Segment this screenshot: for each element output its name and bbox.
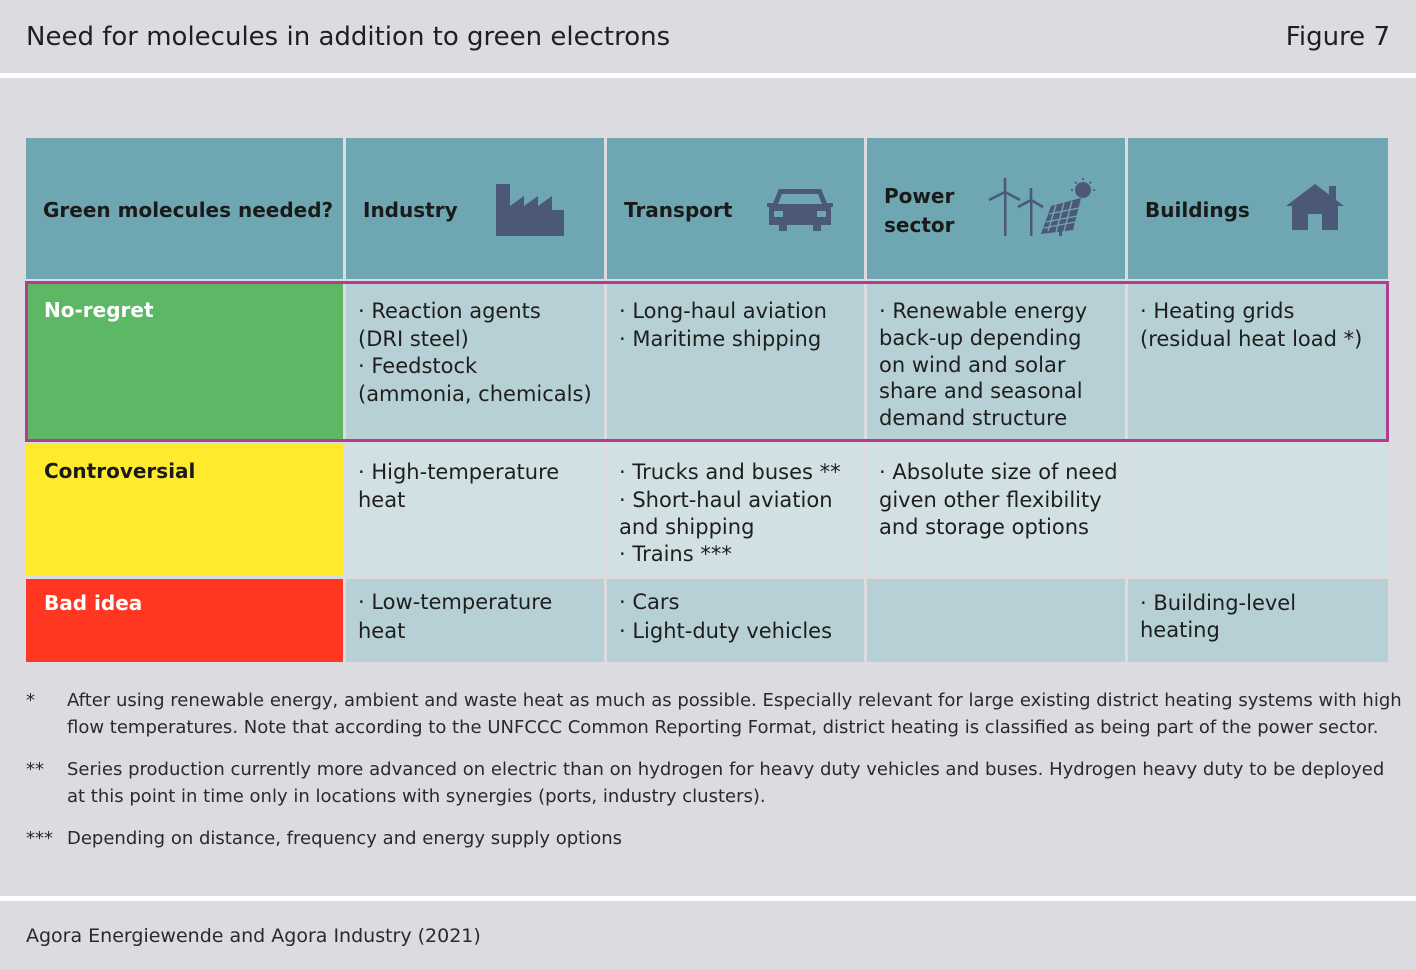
cell-no-regret-industry: · Reaction agents (DRI steel) · Feedstoc… — [346, 282, 604, 441]
cell-no-regret-power: · Renewable energy back-up depending on … — [867, 282, 1125, 441]
cell-bad-idea-buildings: · Building-level heating — [1128, 579, 1388, 662]
footnote-mark: *** — [26, 828, 53, 849]
cell-no-regret-buildings: · Heating grids (residual heat load *) — [1128, 282, 1388, 441]
cell-no-regret-transport: · Long-haul aviation · Maritime shipping — [607, 282, 864, 441]
cell-controversial-power: · Absolute size of need given other flex… — [867, 443, 1125, 576]
bullet-list: · Cars · Light-duty vehicles — [619, 590, 833, 643]
car-icon — [767, 189, 833, 231]
cell-controversial-industry: · High-temperature heat — [346, 443, 604, 576]
corner-label: Green molecules needed? — [43, 198, 334, 222]
title-bar: Need for molecules in addition to green … — [0, 0, 1416, 74]
header-power-cell: Power sector — [867, 138, 1125, 279]
footnote-mark: * — [26, 690, 35, 711]
cell-controversial-buildings — [1128, 443, 1388, 576]
footnote-2: ** Series production currently more adva… — [26, 757, 1406, 810]
molecule-need-table: Green molecules needed? Industry Transpo… — [26, 138, 1388, 662]
source-credit: Agora Energiewende and Agora Industry (2… — [26, 925, 481, 947]
column-label-transport: Transport — [624, 198, 733, 222]
column-label-buildings: Buildings — [1145, 198, 1250, 222]
row-label-cell-no-regret: No-regret — [26, 282, 343, 441]
bullet-list: · High-temperature heat — [358, 460, 560, 512]
row-label-cell-bad-idea: Bad idea — [26, 579, 343, 662]
header-transport-cell: Transport — [607, 138, 864, 279]
footnotes: * After using renewable energy, ambient … — [26, 688, 1406, 869]
row-label-bad-idea: Bad idea — [44, 591, 143, 615]
bullet-list: · Renewable energy back-up depending on … — [879, 299, 1088, 431]
page-title: Need for molecules in addition to green … — [26, 22, 671, 52]
wind-solar-icon — [988, 178, 1095, 236]
cell-bad-idea-power — [867, 579, 1125, 662]
cell-bad-idea-industry: · Low-temperature heat — [346, 579, 604, 662]
column-label-power: Power sector — [884, 184, 955, 237]
header-buildings-cell: Buildings — [1128, 138, 1388, 279]
footnote-text: Depending on distance, frequency and ene… — [67, 828, 623, 849]
header-corner-cell: Green molecules needed? — [26, 138, 343, 279]
footnote-mark: ** — [26, 759, 44, 780]
footnote-text: After using renewable energy, ambient an… — [67, 690, 1402, 738]
row-label-no-regret: No-regret — [44, 298, 154, 322]
bullet-list: · Trucks and buses ** · Short-haul aviat… — [619, 460, 841, 566]
footnote-text: Series production currently more advance… — [67, 759, 1385, 807]
bullet-list: · Absolute size of need given other flex… — [879, 460, 1118, 539]
footnote-1: * After using renewable energy, ambient … — [26, 688, 1406, 741]
bullet-list: · Low-temperature heat — [358, 590, 553, 643]
footnote-3: *** Depending on distance, frequency and… — [26, 826, 1406, 853]
row-label-controversial: Controversial — [44, 459, 196, 483]
cell-controversial-transport: · Trucks and buses ** · Short-haul aviat… — [607, 443, 864, 576]
figure-number: Figure 7 — [1285, 22, 1390, 52]
house-icon — [1286, 184, 1344, 230]
bullet-list: · Heating grids (residual heat load *) — [1140, 299, 1363, 351]
bullet-list: · Long-haul aviation · Maritime shipping — [619, 299, 827, 351]
column-label-industry: Industry — [363, 198, 458, 222]
cell-bad-idea-transport: · Cars · Light-duty vehicles — [607, 579, 864, 662]
factory-icon — [496, 184, 564, 236]
top-divider — [0, 73, 1416, 78]
bullet-list: · Reaction agents (DRI steel) · Feedstoc… — [358, 299, 592, 406]
header-industry-cell: Industry — [346, 138, 604, 279]
row-label-cell-controversial: Controversial — [26, 443, 343, 576]
bottom-divider — [0, 896, 1416, 901]
bullet-list: · Building-level heating — [1140, 591, 1297, 642]
